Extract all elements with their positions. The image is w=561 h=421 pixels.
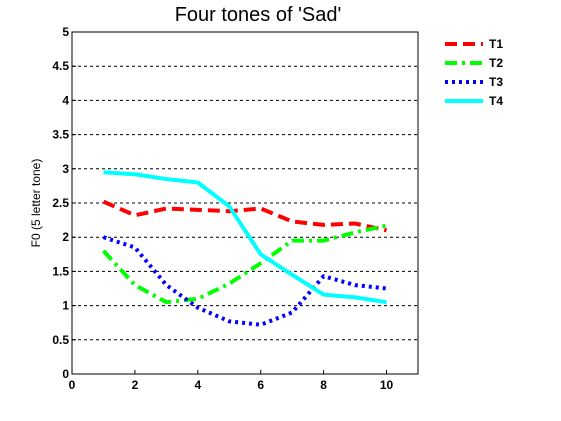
series-line-t2 [101, 223, 387, 305]
legend-label-t1: T1 [489, 37, 503, 51]
y-tick-label: 4 [62, 93, 69, 107]
x-tick-label: 10 [380, 378, 394, 392]
x-tick-label: 4 [194, 378, 201, 392]
x-tick-label: 2 [132, 378, 139, 392]
series-line-t4 [103, 170, 387, 305]
x-axis-ticks: 0 2 4 6 8 10 [69, 370, 394, 392]
y-tick-label: 3 [62, 162, 69, 176]
x-tick-label: 0 [69, 378, 76, 392]
y-tick-label: 0.5 [52, 333, 69, 347]
x-tick-label: 8 [320, 378, 327, 392]
y-tick-label: 1 [62, 299, 69, 313]
y-tick-label: 2 [62, 230, 69, 244]
x-tick-label: 6 [257, 378, 264, 392]
legend: T1 T2 T3 T4 [445, 37, 503, 108]
legend-label-t2: T2 [489, 56, 503, 70]
y-tick-label: 5 [62, 25, 69, 39]
series-lines [101, 170, 387, 327]
grid-lines [72, 65, 418, 341]
legend-label-t3: T3 [489, 75, 503, 89]
y-tick-label: 0 [62, 367, 69, 381]
y-tick-label: 1.5 [52, 264, 69, 278]
series-line-t1 [102, 199, 387, 233]
chart-title: Four tones of 'Sad' [175, 4, 342, 26]
y-tick-label: 4.5 [52, 59, 69, 73]
legend-label-t4: T4 [489, 94, 503, 108]
series-line-t3 [102, 235, 387, 327]
y-tick-label: 2.5 [52, 196, 69, 210]
y-axis-label: F0 (5 letter tone) [29, 159, 43, 248]
y-axis-ticks: 0 0.5 1 1.5 2 2.5 3 3.5 4 4.5 5 [52, 25, 76, 381]
y-tick-label: 3.5 [52, 128, 69, 142]
